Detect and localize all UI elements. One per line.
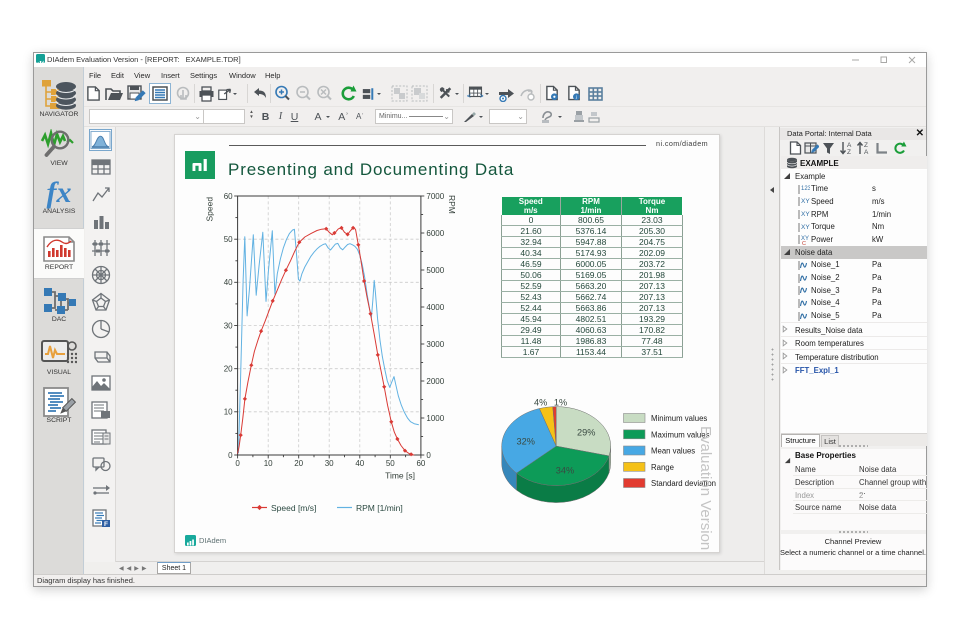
svg-text:XY: XY bbox=[801, 211, 810, 218]
svg-text:<: < bbox=[467, 93, 471, 100]
svg-text:Speed [m/s]: Speed [m/s] bbox=[271, 503, 316, 513]
svg-text:RPM: RPM bbox=[447, 195, 457, 214]
svg-text:0: 0 bbox=[426, 451, 431, 460]
svg-text:6000: 6000 bbox=[426, 229, 444, 238]
svg-text:Speed: Speed bbox=[205, 197, 215, 222]
svg-text:0: 0 bbox=[235, 459, 240, 468]
svg-text:3000: 3000 bbox=[426, 340, 444, 349]
svg-text:30: 30 bbox=[224, 321, 233, 330]
svg-text:34%: 34% bbox=[556, 466, 574, 476]
svg-text:4%: 4% bbox=[534, 398, 547, 408]
svg-text:RPM [1/min]: RPM [1/min] bbox=[356, 503, 403, 513]
svg-text:A: A bbox=[864, 149, 869, 155]
svg-text:32%: 32% bbox=[517, 437, 535, 447]
svg-text:50: 50 bbox=[386, 459, 395, 468]
svg-text:XY: XY bbox=[801, 198, 810, 205]
svg-text:2000: 2000 bbox=[426, 377, 444, 386]
svg-text:4000: 4000 bbox=[426, 303, 444, 312]
svg-text:50: 50 bbox=[224, 235, 233, 244]
svg-text:0: 0 bbox=[228, 451, 233, 460]
svg-text:123: 123 bbox=[801, 186, 810, 192]
svg-text:20: 20 bbox=[294, 459, 303, 468]
svg-text:Time [s]: Time [s] bbox=[385, 471, 415, 481]
svg-text:29%: 29% bbox=[577, 428, 595, 438]
svg-text:10: 10 bbox=[224, 408, 233, 417]
svg-text:XY: XY bbox=[801, 236, 809, 242]
svg-text:5000: 5000 bbox=[426, 266, 444, 275]
svg-text:F: F bbox=[104, 521, 108, 528]
svg-text:Standard deviation: Standard deviation bbox=[651, 479, 716, 488]
svg-text:Maximum values: Maximum values bbox=[651, 430, 710, 439]
svg-text:30: 30 bbox=[325, 459, 334, 468]
svg-text:60: 60 bbox=[224, 192, 233, 201]
svg-text:Z: Z bbox=[864, 142, 868, 149]
svg-text:Mean values: Mean values bbox=[651, 447, 695, 456]
svg-text:7000: 7000 bbox=[426, 192, 444, 201]
svg-text:60: 60 bbox=[416, 459, 425, 468]
svg-text:40: 40 bbox=[355, 459, 364, 468]
svg-text:C: C bbox=[802, 241, 806, 245]
svg-text:Z: Z bbox=[847, 149, 851, 155]
svg-text:Minimum values: Minimum values bbox=[651, 414, 707, 423]
svg-text:>: > bbox=[480, 93, 484, 100]
svg-text:XY: XY bbox=[801, 224, 810, 231]
svg-text:Range: Range bbox=[651, 463, 674, 472]
svg-text:i: i bbox=[575, 95, 577, 101]
svg-text:A: A bbox=[847, 142, 852, 149]
svg-text:1%: 1% bbox=[554, 398, 567, 408]
svg-text:1000: 1000 bbox=[426, 414, 444, 423]
svg-text:40: 40 bbox=[224, 278, 233, 287]
svg-text:20: 20 bbox=[224, 365, 233, 374]
svg-text:10: 10 bbox=[264, 459, 273, 468]
